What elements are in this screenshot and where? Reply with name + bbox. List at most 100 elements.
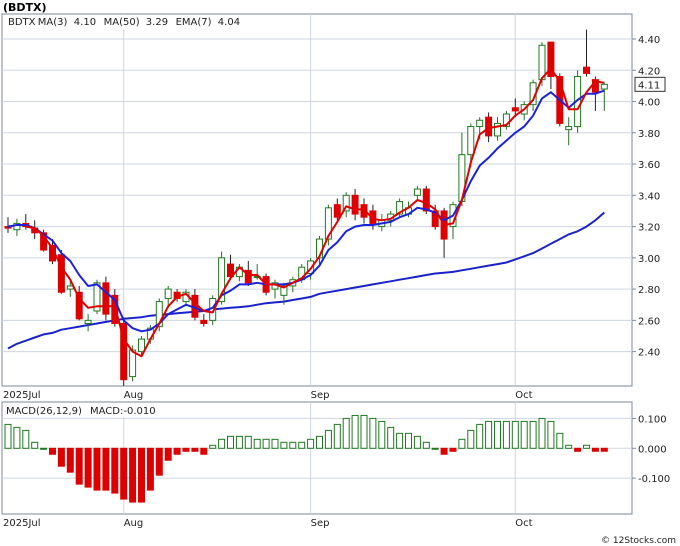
macd-bar-positive — [271, 438, 279, 449]
macd-x-label: Aug — [124, 518, 144, 529]
macd-bar-positive — [378, 420, 386, 449]
ema7-line — [7, 89, 605, 333]
macd-x-label: 2025Jul — [3, 518, 41, 529]
macd-bar-positive — [502, 420, 510, 449]
macd-y-axis: 0.100 0.000 -0.100 — [632, 414, 670, 485]
macd-bar-positive — [538, 417, 546, 449]
candle-up — [467, 126, 475, 156]
macd-y-tick-label: -0.100 — [638, 474, 670, 485]
price-x-label: Aug — [124, 390, 144, 401]
candle-up — [600, 83, 608, 90]
macd-bar-positive — [556, 432, 564, 449]
candle-up — [155, 301, 163, 328]
macd-bar-positive — [458, 438, 466, 449]
price-y-tick-label: 2.80 — [638, 285, 660, 296]
ma3-line — [25, 67, 605, 358]
macd-bar-positive — [494, 420, 501, 449]
legend-item: 4.04 — [218, 17, 240, 28]
price-x-axis: 2025Jul Aug Sep Oct — [3, 390, 533, 401]
macd-bar-positive — [307, 438, 315, 449]
legend-item: MA(50) — [104, 17, 140, 28]
macd-bar-positive — [289, 441, 297, 449]
macd-bar-negative — [182, 447, 190, 452]
candle-up — [218, 257, 226, 303]
macd-bar-positive — [520, 420, 528, 449]
price-legend-background — [3, 15, 241, 29]
macd-bar-negative — [84, 447, 92, 488]
ma3-line-group — [25, 67, 605, 358]
macd-bar-negative — [440, 447, 448, 455]
legend-item: MA(3) — [38, 17, 68, 28]
macd-bar-positive — [209, 444, 217, 449]
macd-bar-positive — [431, 447, 439, 450]
ema7-line-group — [7, 89, 605, 333]
candle-down — [583, 66, 590, 74]
macd-bar-positive — [422, 441, 430, 449]
macd-bar-positive — [4, 423, 12, 449]
candle-up — [396, 201, 404, 215]
legend-item: EMA(7) — [176, 17, 212, 28]
price-x-label: 2025Jul — [3, 390, 41, 401]
price-y-tick-label: 3.20 — [638, 223, 660, 234]
candle-up — [324, 207, 332, 240]
macd-bar-positive — [31, 441, 39, 449]
macd-bar-positive — [547, 420, 555, 449]
candle-up — [502, 113, 510, 128]
candle-up — [565, 126, 573, 131]
macd-x-label: Oct — [515, 518, 532, 529]
price-y-tick-label: 4.00 — [638, 98, 660, 109]
macd-bar-positive — [387, 426, 395, 449]
legend-item: BDTX — [8, 17, 36, 28]
candle-down — [57, 254, 65, 293]
macd-bar-positive — [333, 423, 341, 449]
macd-bar-negative — [191, 447, 199, 452]
macd-legend-background — [3, 403, 163, 417]
candle-down — [333, 204, 341, 218]
last-price-tag: 4.11 — [634, 76, 666, 92]
price-y-tick-label: 3.40 — [638, 191, 660, 202]
macd-bar-negative — [200, 447, 208, 455]
macd-bar-positive — [583, 444, 590, 449]
macd-bar-positive — [22, 429, 30, 449]
macd-bar-negative — [155, 447, 163, 476]
candle-down — [120, 322, 128, 381]
candle-up — [413, 188, 421, 196]
macd-bar-positive — [369, 417, 377, 449]
macd-bar-negative — [138, 447, 145, 503]
candle-up — [164, 288, 172, 299]
macd-legend: MACD(26,12,9) MACD:-0.010 — [3, 403, 163, 417]
macd-bar-negative — [164, 447, 172, 461]
candle-down — [75, 291, 83, 320]
macd-bar-positive — [529, 420, 537, 449]
macd-bar-negative — [75, 447, 83, 485]
candle-up — [84, 319, 92, 324]
macd-bar-negative — [57, 447, 65, 467]
macd-bar-negative — [111, 447, 119, 494]
macd-bar-positive — [40, 447, 48, 450]
price-y-tick-label: 4.20 — [638, 66, 660, 77]
macd-x-axis: 2025Jul Aug Sep Oct — [3, 518, 533, 529]
candle-down — [369, 210, 377, 224]
macd-bar-positive — [218, 438, 226, 449]
macd-bar-negative — [49, 447, 56, 455]
macd-bar-positive — [396, 432, 404, 449]
price-x-label: Sep — [311, 390, 330, 401]
candle-down — [485, 116, 493, 137]
price-y-tick-label: 3.60 — [638, 160, 660, 171]
macd-bar-positive — [244, 435, 252, 449]
macd-y-tick-label: 0.100 — [638, 414, 667, 425]
macd-x-label: Sep — [311, 518, 330, 529]
macd-bar-positive — [235, 435, 243, 449]
candle-down — [227, 263, 234, 278]
macd-bar-positive — [262, 438, 270, 449]
price-y-tick-label: 4.40 — [638, 35, 660, 46]
price-y-axis: 4.40 4.20 4.00 3.80 3.60 3.40 3.20 3.00 2.80 2.60… — [632, 35, 660, 359]
macd-panel: 0.100 0.000 -0.100 2025Jul Aug Sep Oct MACD(2… — [1, 401, 670, 529]
price-y-tick-label: 2.40 — [638, 348, 660, 359]
ticker-label: (BDTX) — [3, 1, 47, 14]
price-x-label: Oct — [515, 390, 532, 401]
ma50-line — [7, 211, 605, 350]
macd-legend-item: MACD:-0.010 — [90, 406, 156, 417]
candle-up — [476, 119, 484, 128]
